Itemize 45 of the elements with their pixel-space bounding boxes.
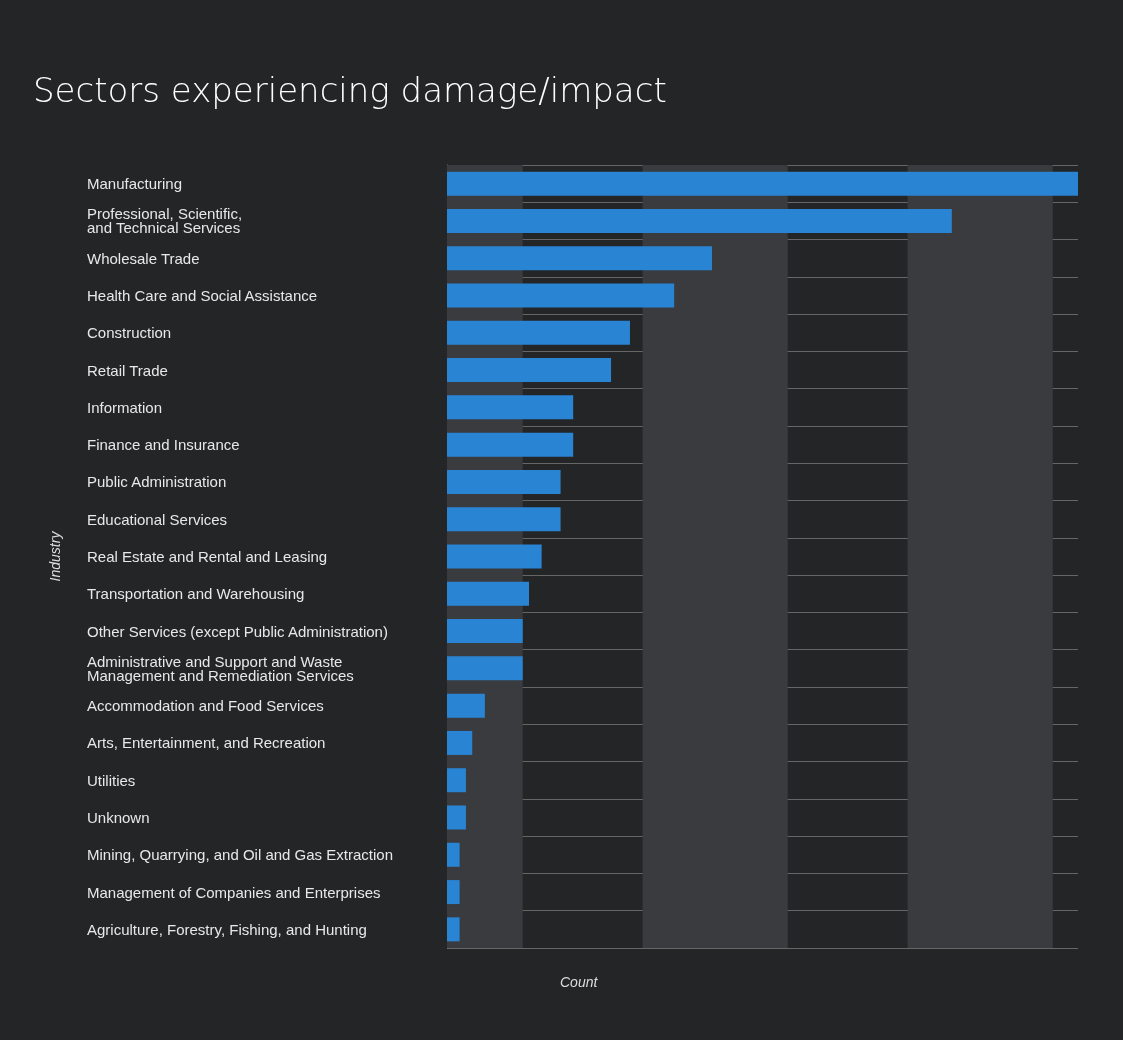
y-tick-label: Retail Trade [87,361,168,379]
y-axis-title: Industry [47,530,63,582]
y-tick-label: Manufacturing [87,175,183,193]
bar [447,283,675,308]
bar [447,208,952,233]
bar [447,880,460,905]
y-tick-label: Wholesale Trade [87,249,200,267]
bar [447,768,466,793]
bar [447,581,530,606]
y-tick-label: Information [87,398,163,416]
y-tick-label: Transportation and Warehousing [87,585,305,603]
bar [447,358,612,383]
y-tick-label: Educational Services [87,510,228,528]
y-tick-label: Professional, Scientific, and Technical Services [87,205,243,237]
y-tick-label: Arts, Entertainment, and Recreation [87,734,326,752]
bar [447,805,466,830]
bar [447,246,713,271]
y-tick-label: Mining, Quarrying, and Oil and Gas Extraction [87,846,393,864]
y-tick-label: Accommodation and Food Services [87,697,324,715]
y-tick-label: Utilities [87,771,136,789]
bar [447,507,561,532]
y-tick-label: Unknown [87,809,150,826]
y-tick-label: Health Care and Social Assistance [87,287,318,304]
bar [447,469,561,494]
y-tick-label: Agriculture, Forestry, Fishing, and Hunting [87,920,367,938]
y-tick-label: Real Estate and Rental and Leasing [87,548,328,565]
bar [447,320,630,345]
bar [447,693,485,718]
bar [447,917,460,942]
bar [447,395,574,420]
y-tick-label: Administrative and Support and Waste Management and Remediation Services [87,652,354,684]
y-tick-label: Other Services (except Public Administration) [87,622,388,640]
chart-title: Sectors experiencing damage/impact [33,70,667,110]
bar [447,842,460,867]
bar [447,656,523,681]
y-tick-label: Management of Companies and Enterprises [87,883,381,901]
bar [447,619,523,644]
y-tick-label: Finance and Insurance [87,436,240,454]
bar [447,171,1078,196]
bar [447,544,542,569]
y-tick-label: Construction [87,324,172,342]
x-axis-title: Count [560,974,599,990]
bar [447,432,574,457]
y-tick-label: Public Administration [87,473,227,491]
bar [447,730,473,755]
